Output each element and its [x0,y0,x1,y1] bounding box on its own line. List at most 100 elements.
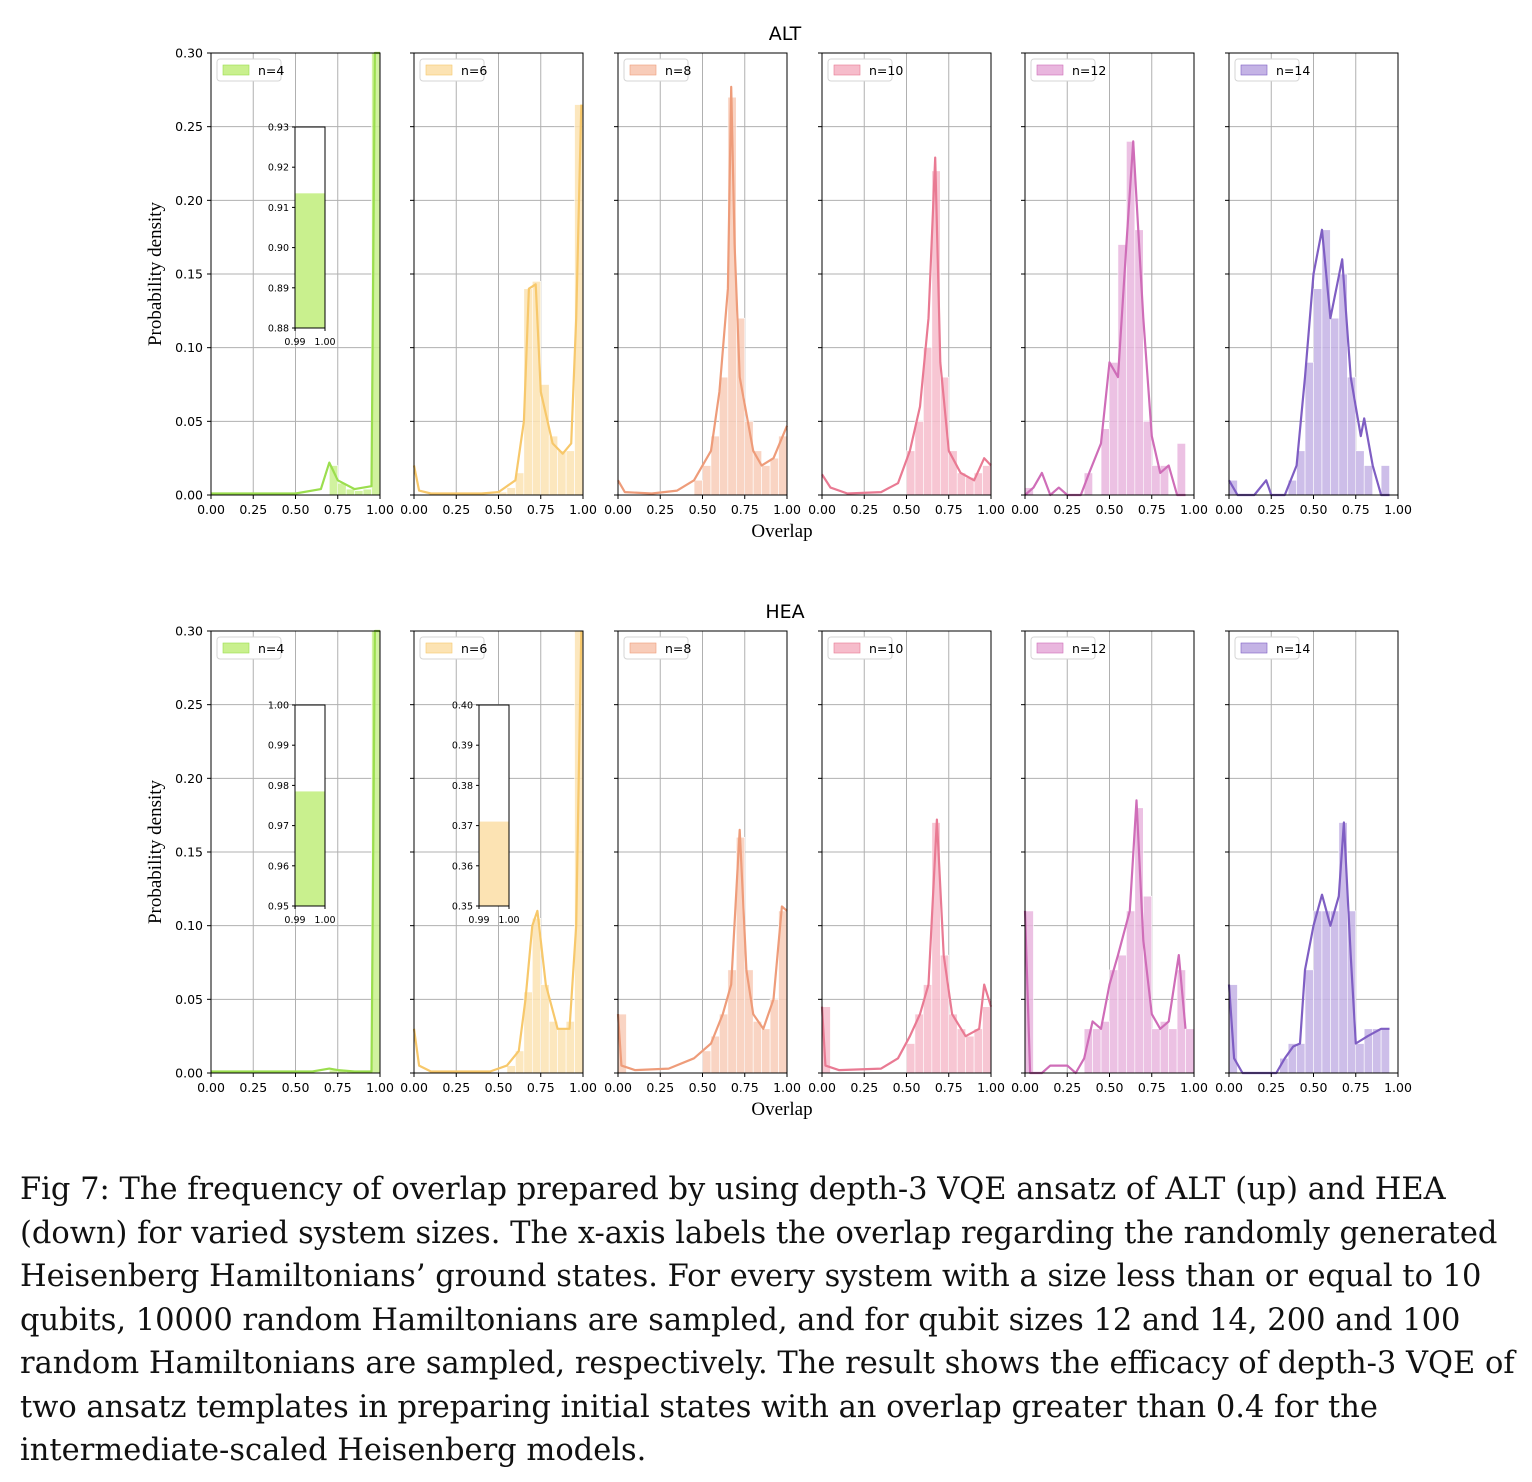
histogram-bar [761,465,771,496]
subplot: n=10 0.00 0.25 0.50 0.75 1.00 [808,630,1005,1095]
histogram-bar [982,1006,992,1074]
legend-label: n=12 [1072,63,1106,78]
x-tick-label: 0.25 [1257,502,1285,517]
inset-x-tick-label: 1.00 [314,915,335,926]
subplot: n=12 0.00 0.25 0.50 0.75 1.00 [1011,630,1208,1095]
inset-frame [294,704,326,907]
x-tick-label: 0.00 [808,502,836,517]
inset-y-tick-label: 0.93 [268,123,289,134]
density-curve [1023,799,1187,1075]
histogram-bar [531,917,542,1074]
y-tick-label: 0.10 [175,340,203,355]
x-tick-label: 1.00 [773,502,801,517]
histogram-bar [1109,362,1119,496]
x-tick-label: 0.50 [1096,502,1124,517]
histogram-bar [1363,465,1373,496]
histogram-bar [362,488,372,496]
legend-swatch [222,642,250,654]
x-tick-label: 0.25 [1257,1080,1285,1095]
inset-y-tick-label: 1.00 [268,701,289,712]
x-tick-label: 0.50 [1300,502,1328,517]
caption-line: (down) for varied system sizes. The x-ax… [20,1215,1498,1251]
legend-label: n=8 [665,63,691,78]
x-tick-label: 0.75 [1342,1080,1370,1095]
legend-swatch [222,64,250,76]
y-axis-label: Probability density [145,201,166,346]
subplot: n=10 0.00 0.25 0.50 0.75 1.00 [808,52,1005,517]
histogram-bar [1380,465,1390,496]
x-tick-label: 0.50 [689,1080,717,1095]
histogram-bar [557,1028,567,1074]
inset-y-tick-label: 0.37 [452,821,473,832]
caption-line: two ansatz templates in preparing initia… [20,1389,1378,1425]
legend-swatch [1240,642,1268,654]
inset-y-tick-label: 0.97 [268,821,289,832]
density-curve [412,104,583,495]
inset-bar [295,791,325,906]
caption-line: Heisenberg Hamiltonians’ ground states. … [20,1259,1482,1294]
x-tick-label: 0.00 [197,1080,225,1095]
inset-frame [478,704,510,907]
inset-y-tick-label: 0.92 [268,163,289,174]
legend-swatch [629,642,657,654]
histogram-bar [1355,1043,1365,1074]
inset-x-tick-label: 1.00 [498,915,519,926]
legend-label: n=6 [461,63,487,78]
x-tick-label: 1.00 [1180,1080,1208,1095]
inset-y-tick-label: 0.88 [268,324,289,335]
histogram-bar [702,465,712,496]
histogram-bar [769,457,779,496]
x-tick-label: 0.75 [527,1080,555,1095]
x-tick-label: 0.00 [1011,1080,1039,1095]
subplot: n=6 0.00 0.25 0.50 0.75 1.00 [400,52,597,517]
density-curve [412,630,583,1073]
x-tick-label: 0.00 [808,1080,836,1095]
x-axis-label: Overlap [751,521,812,542]
caption-line: random Hamiltonians are sampled, respect… [20,1346,1515,1381]
legend-swatch [1036,642,1064,654]
legend-label: n=4 [258,641,284,656]
x-tick-label: 0.25 [442,502,470,517]
y-tick-label: 0.00 [175,1066,203,1081]
histogram-bar [1372,1028,1382,1074]
x-tick-label: 0.00 [1215,1080,1243,1095]
histogram-bar [1330,317,1340,496]
legend-label: n=8 [665,641,691,656]
histogram-bar [719,376,729,496]
histogram-bar [702,1050,712,1074]
histogram-bar [1355,450,1365,496]
x-axis-label: Overlap [751,1099,812,1120]
inset-bar [295,193,325,328]
subplot: n=8 0.00 0.25 0.50 0.75 1.00 [604,630,801,1095]
histogram-bar [1134,229,1144,496]
histogram-bar [693,479,703,496]
inset-x-tick-label: 0.99 [468,915,489,926]
histogram-bar [1151,1028,1161,1074]
x-tick-label: 0.50 [485,502,513,517]
x-tick-label: 0.75 [1138,502,1166,517]
legend-label: n=10 [869,641,903,656]
histogram-bar [1117,954,1127,1074]
legend-swatch [629,64,657,76]
legend-label: n=14 [1276,63,1310,78]
density-curve [211,629,380,1073]
x-tick-label: 0.75 [1342,502,1370,517]
y-tick-label: 0.05 [175,992,203,1007]
chart-title: HEA [765,601,804,623]
subplot: n=60.00 0.25 0.50 0.75 1.000.350.360.370.380… [400,630,597,1095]
histogram-bar [939,954,950,1074]
legend-swatch [425,64,453,76]
y-tick-label: 0.25 [175,697,203,712]
histogram-bar [548,1021,558,1074]
x-tick-label: 0.00 [400,502,428,517]
x-tick-label: 1.00 [1180,502,1208,517]
histogram-bar [1304,362,1314,496]
histogram-bar [1347,910,1357,1074]
x-tick-label: 0.50 [282,502,310,517]
inset-plot: 0.95 0.96 0.97 0.98 0.99 1.00 0.99 1.00 [268,701,336,927]
x-tick-label: 0.75 [731,1080,759,1095]
inset-x-tick-label: 1.00 [314,337,335,348]
y-tick-label: 0.15 [175,845,203,860]
inset-y-tick-label: 0.35 [452,902,473,913]
histogram-bar [506,487,516,496]
